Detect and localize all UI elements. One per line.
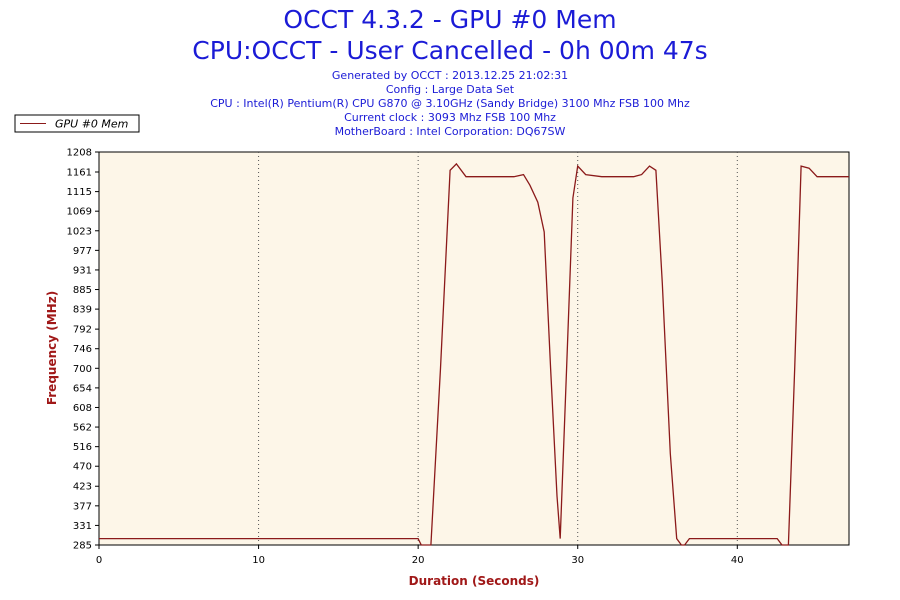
y-axis: 285 331 377 423 470 516 562 608 654 700 746 792 839 8… bbox=[67, 148, 99, 552]
x-axis-title: Duration (Seconds) bbox=[409, 574, 540, 588]
info-current-clock: Current clock : 3093 Mhz FSB 100 Mhz bbox=[344, 111, 556, 124]
y-tick-label-15: 977 bbox=[73, 246, 92, 257]
x-axis: 0 10 20 30 40 bbox=[96, 545, 744, 566]
info-cpu: CPU : Intel(R) Pentium(R) CPU G870 @ 3.1… bbox=[210, 97, 690, 110]
y-tick-label-19: 1161 bbox=[67, 168, 92, 179]
y-tick-label-11: 792 bbox=[73, 325, 92, 336]
y-axis-title: Frequency (MHz) bbox=[45, 291, 59, 405]
y-tick-label-3: 423 bbox=[73, 482, 92, 493]
y-tick-label-20: 1208 bbox=[67, 148, 92, 159]
y-tick-label-14: 931 bbox=[73, 265, 92, 276]
y-tick-label-5: 516 bbox=[73, 442, 92, 453]
y-tick-label-7: 608 bbox=[73, 403, 92, 414]
y-tick-label-1: 331 bbox=[73, 521, 92, 532]
y-tick-label-12: 839 bbox=[73, 305, 92, 316]
legend-label: GPU #0 Mem bbox=[55, 118, 128, 131]
legend-box bbox=[14, 114, 140, 133]
x-tick-label-3: 30 bbox=[571, 555, 584, 566]
grid bbox=[258, 152, 738, 545]
y-tick-label-0: 285 bbox=[73, 541, 92, 552]
y-tick-label-18: 1115 bbox=[67, 187, 92, 198]
x-tick-label-0: 0 bbox=[96, 555, 102, 566]
y-tick-label-13: 885 bbox=[73, 285, 92, 296]
x-tick-label-1: 10 bbox=[252, 555, 265, 566]
info-generated: Generated by OCCT : 2013.12.25 21:02:31 bbox=[331, 69, 569, 82]
x-tick-label-4: 40 bbox=[731, 555, 744, 566]
y-tick-label-2: 377 bbox=[73, 501, 92, 512]
y-tick-label-4: 470 bbox=[73, 462, 92, 473]
chart-title: OCCT 4.3.2 - GPU #0 Mem bbox=[283, 5, 617, 34]
plot-area bbox=[98, 151, 850, 546]
chart-subtitle: CPU:OCCT - User Cancelled - 0h 00m 47s bbox=[192, 36, 708, 65]
info-motherboard: MotherBoard : Intel Corporation: DQ67SW bbox=[334, 125, 566, 138]
x-tick-label-2: 20 bbox=[412, 555, 425, 566]
y-tick-label-9: 700 bbox=[73, 364, 92, 375]
y-tick-label-17: 1069 bbox=[67, 207, 92, 218]
y-tick-label-8: 654 bbox=[73, 383, 92, 394]
y-tick-label-6: 562 bbox=[73, 423, 92, 434]
y-tick-label-10: 746 bbox=[73, 344, 92, 355]
info-config: Config : Large Data Set bbox=[385, 83, 515, 96]
legend: GPU #0 Mem bbox=[14, 114, 140, 133]
y-tick-label-16: 1023 bbox=[67, 226, 92, 237]
series-line-gpu0-mem bbox=[99, 162, 849, 546]
